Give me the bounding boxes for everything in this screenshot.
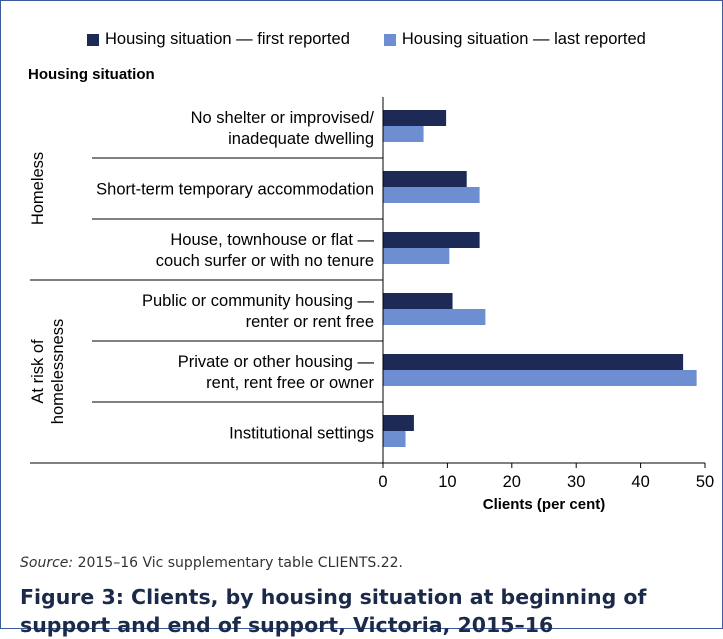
x-tick-label: 20 — [503, 473, 521, 491]
bar-last-reported — [383, 431, 406, 447]
legend-swatch-first-reported — [87, 33, 99, 46]
x-axis-title: Clients (per cent) — [483, 496, 606, 513]
bar-first-reported — [383, 293, 453, 309]
y-axis-heading: Housing situation — [28, 66, 155, 83]
x-tick-label: 40 — [631, 473, 649, 491]
category-label: rent, rent free or owner — [206, 374, 374, 392]
group-label-at-risk: homelessness — [49, 319, 67, 424]
bar-last-reported — [383, 370, 697, 386]
source-note: Source: 2015–16 Vic supplementary table … — [20, 555, 403, 571]
legend-item-last-reported: Housing situation — last reported — [383, 30, 646, 49]
category-label: inadequate dwelling — [228, 130, 374, 148]
x-tick-label: 50 — [696, 473, 714, 491]
legend-label-first-reported: Housing situation — first reported — [105, 30, 350, 48]
bar-last-reported — [383, 126, 424, 142]
legend-item-first-reported: Housing situation — first reported — [87, 30, 350, 49]
bar-chart: No shelter or improvised/inadequate dwel… — [29, 97, 714, 513]
source-prefix: Source: — [20, 555, 74, 571]
category-label: Public or community housing — — [142, 292, 375, 310]
legend-swatch-last-reported — [383, 33, 396, 46]
category-label: No shelter or improvised/ — [191, 109, 375, 127]
category-label: Short-term temporary accommodation — [96, 181, 374, 199]
bar-last-reported — [383, 187, 480, 203]
x-tick-label: 0 — [378, 473, 387, 491]
group-label-homeless: Homeless — [29, 152, 47, 225]
bar-last-reported — [383, 248, 450, 264]
bar-last-reported — [383, 309, 486, 325]
category-label: couch surfer or with no tenure — [156, 252, 374, 270]
bar-first-reported — [383, 415, 414, 431]
source-text: 2015–16 Vic supplementary table CLIENTS.… — [77, 555, 403, 571]
category-label: Institutional settings — [229, 425, 374, 443]
x-tick-label: 30 — [567, 473, 585, 491]
category-label: renter or rent free — [246, 313, 374, 331]
bar-first-reported — [383, 171, 467, 187]
group-label-at-risk: At risk of — [29, 339, 47, 404]
legend-label-last-reported: Housing situation — last reported — [401, 30, 646, 48]
category-label: Private or other housing — — [178, 353, 375, 371]
category-label: House, townhouse or flat — — [170, 231, 374, 249]
bar-first-reported — [383, 232, 480, 248]
figure-title: Figure 3: Clients, by housing situation … — [20, 585, 647, 637]
bar-first-reported — [383, 110, 447, 126]
bar-first-reported — [383, 354, 684, 370]
x-tick-label: 10 — [438, 473, 456, 491]
legend: Housing situation — first reported Housi… — [87, 30, 680, 49]
